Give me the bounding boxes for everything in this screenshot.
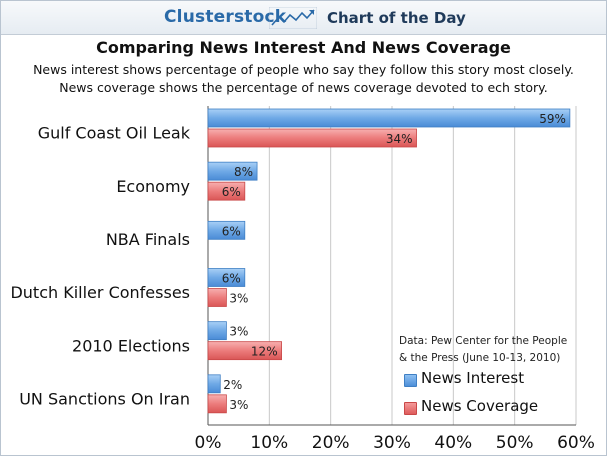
data-label-coverage-0: 34%: [386, 132, 413, 146]
x-tick-label-20: 20%: [312, 433, 350, 453]
chart-subtitle-line-2: News coverage shows the percentage of ne…: [59, 80, 548, 95]
category-label-4: 2010 Elections: [72, 336, 190, 355]
data-label-coverage-4: 12%: [251, 345, 278, 359]
category-label-2: NBA Finals: [106, 230, 190, 249]
data-label-coverage-1: 6%: [222, 185, 241, 199]
legend-swatch-news-coverage: [404, 402, 417, 415]
data-label-interest-0: 59%: [539, 112, 566, 126]
data-label-coverage-3: 3%: [229, 292, 248, 306]
trend-chart-icon: [269, 7, 317, 29]
bar-interest-5: [207, 374, 221, 394]
bar-coverage-3: [207, 288, 227, 307]
brand-name: Clusterstock: [164, 7, 287, 27]
data-label-interest-5: 2%: [223, 378, 242, 392]
bar-interest-1: [207, 161, 258, 181]
bar-coverage-1: [207, 181, 246, 201]
x-tick-label-10: 10%: [250, 433, 288, 453]
category-label-3: Dutch Killer Confesses: [10, 283, 190, 302]
category-label-0: Gulf Coast Oil Leak: [38, 124, 191, 143]
chart-title: Comparing News Interest And News Coverag…: [96, 38, 511, 57]
bar-interest-4: [207, 321, 227, 341]
source-note-line-2: & the Press (June 10-13, 2010): [399, 352, 561, 364]
source-note: Data: Pew Center for the People & the Pr…: [399, 333, 574, 367]
x-tick-label-40: 40%: [434, 433, 472, 453]
bar-coverage-0: [207, 128, 417, 148]
data-label-interest-1: 8%: [234, 165, 253, 179]
x-tick-label-60: 60%: [557, 433, 595, 453]
chart-subtitle-line-1: News interest shows percentage of people…: [33, 62, 574, 77]
source-note-line-1: Data: Pew Center for the People: [399, 335, 568, 347]
header-banner: Clusterstock Chart of the Day: [1, 1, 606, 35]
bar-coverage-5: [207, 394, 227, 414]
x-tick-label-30: 30%: [373, 433, 411, 453]
bar-interest-0: [207, 108, 571, 128]
data-label-coverage-5: 3%: [229, 398, 248, 412]
category-label-5: UN Sanctions On Iran: [19, 389, 190, 408]
bar-interest-3: [207, 268, 246, 287]
bar-interest-2: [207, 220, 246, 240]
bar-coverage-4: [207, 341, 282, 361]
category-label-1: Economy: [116, 177, 190, 196]
section-title: Chart of the Day: [327, 9, 466, 27]
legend-swatch-news-interest: [404, 374, 417, 387]
data-label-interest-2: 6%: [222, 224, 241, 238]
data-label-interest-4: 3%: [229, 325, 248, 339]
legend-label-news-interest: News Interest: [421, 369, 525, 387]
data-label-interest-3: 6%: [222, 272, 241, 286]
x-tick-label-50: 50%: [496, 433, 534, 453]
x-tick-label-0: 0%: [195, 433, 222, 453]
legend-label-news-coverage: News Coverage: [421, 397, 539, 415]
